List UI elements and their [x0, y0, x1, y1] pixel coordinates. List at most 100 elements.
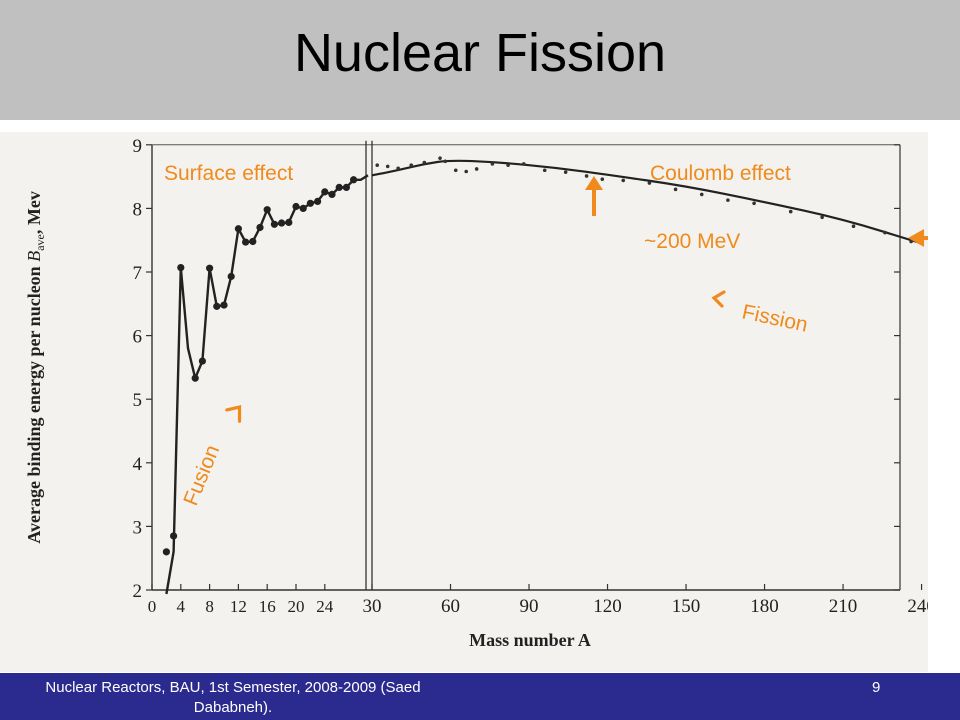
x-tick-label: 60	[441, 596, 460, 617]
data-point	[385, 164, 390, 169]
footer-bar: Nuclear Reactors, BAU, 1st Semester, 200…	[0, 673, 960, 720]
fission-label: Fission	[740, 300, 810, 336]
data-point	[256, 223, 264, 232]
data-point	[220, 301, 228, 309]
title-bar	[0, 0, 960, 120]
x-tick-label: 90	[520, 596, 539, 617]
x-tick-label: 4	[177, 597, 186, 616]
x-tick-label: 180	[750, 596, 779, 617]
data-point	[820, 215, 824, 220]
data-point	[249, 237, 257, 246]
x-axis-title: Mass number A	[469, 630, 591, 650]
x-tick-label: 120	[593, 596, 622, 617]
x-tick-label: 150	[672, 596, 701, 617]
data-point	[438, 156, 442, 160]
data-point	[198, 357, 206, 365]
figure-panel: 2345678948121620240306090120150180210240…	[0, 132, 960, 672]
y-axis-title-symbol: B	[24, 251, 44, 262]
data-point	[726, 198, 730, 202]
chevron-right-icon	[225, 405, 242, 423]
data-point	[464, 169, 469, 174]
left-arrow-icon	[908, 229, 924, 247]
y-tick-label: 4	[133, 454, 143, 475]
x-tick-label: 24	[316, 597, 334, 616]
data-point	[453, 168, 458, 173]
data-point	[621, 178, 626, 183]
x-tick-label: 16	[259, 597, 276, 616]
data-point	[306, 199, 314, 207]
page-number: 9	[872, 679, 881, 696]
data-point	[788, 209, 793, 214]
slide-title: Nuclear Fission	[293, 23, 667, 83]
data-point	[409, 163, 414, 167]
data-point	[278, 219, 286, 227]
data-point	[506, 163, 510, 167]
data-point	[314, 197, 322, 206]
data-point	[563, 170, 568, 174]
data-point	[328, 190, 336, 199]
y-axis-title: Average binding energy per nucleon Bave,…	[24, 191, 47, 543]
data-point	[752, 201, 756, 206]
data-point	[443, 159, 448, 164]
data-point	[600, 177, 605, 181]
data-point	[162, 548, 170, 556]
data-point	[673, 187, 678, 192]
data-point	[647, 181, 652, 185]
data-point	[299, 204, 307, 212]
chart-annotations: Surface effect Coulomb effect ~200 MeV Fiss…	[164, 162, 960, 509]
binding-energy-chart: 2345678948121620240306090120150180210240…	[24, 136, 960, 650]
coulomb-effect-label: Coulomb effect	[650, 162, 791, 185]
chart-points	[162, 156, 913, 556]
x-tick-label: 20	[288, 597, 305, 616]
y-axis-title-unit: , Mev	[24, 191, 44, 234]
data-point	[292, 202, 300, 211]
data-point	[270, 220, 278, 228]
x-tick-label: 210	[829, 596, 858, 617]
data-point	[170, 532, 178, 540]
data-point	[490, 162, 495, 166]
x-tick-label: 8	[205, 597, 214, 616]
data-point	[206, 264, 214, 272]
y-tick-label: 7	[133, 263, 143, 284]
x-tick-label: 0	[148, 597, 157, 616]
footer-text: Nuclear Reactors, BAU, 1st Semester, 200…	[45, 679, 421, 716]
up-arrow-icon	[585, 176, 603, 190]
data-point	[263, 206, 271, 214]
data-point	[474, 167, 479, 171]
data-point	[350, 176, 358, 184]
y-tick-label: 8	[133, 199, 143, 220]
data-point	[191, 374, 199, 382]
data-point	[335, 183, 343, 192]
fusion-label: Fusion	[179, 442, 224, 509]
data-point	[342, 183, 350, 192]
data-point	[909, 239, 913, 244]
y-tick-label: 3	[133, 517, 143, 538]
y-tick-label: 6	[133, 327, 143, 348]
data-point	[242, 238, 250, 246]
data-point	[234, 225, 242, 233]
chart-labels: 2345678948121620240306090120150180210240…	[24, 136, 936, 650]
data-point	[584, 174, 589, 178]
data-point	[177, 263, 185, 272]
data-point	[213, 302, 221, 310]
data-point	[851, 224, 856, 229]
data-point	[321, 188, 329, 196]
data-point	[883, 230, 887, 235]
light-nuclei-curve	[165, 174, 369, 595]
data-point	[227, 272, 235, 281]
data-point	[542, 168, 547, 173]
x-tick-label: 240	[907, 596, 928, 617]
data-point	[375, 163, 380, 167]
x-tick-label: 12	[230, 597, 247, 616]
data-point	[422, 160, 427, 165]
surface-effect-label: Surface effect	[164, 162, 293, 185]
x-tick-label: 30	[363, 596, 382, 617]
heavy-nuclei-curve	[370, 159, 922, 245]
data-point	[285, 218, 293, 226]
data-point	[699, 192, 704, 197]
data-point	[396, 166, 400, 171]
y-tick-label: 5	[133, 390, 143, 411]
y-axis-title-text: Average binding energy per nucleon	[24, 262, 44, 544]
chevron-left-icon	[711, 290, 726, 308]
data-point	[521, 162, 526, 166]
